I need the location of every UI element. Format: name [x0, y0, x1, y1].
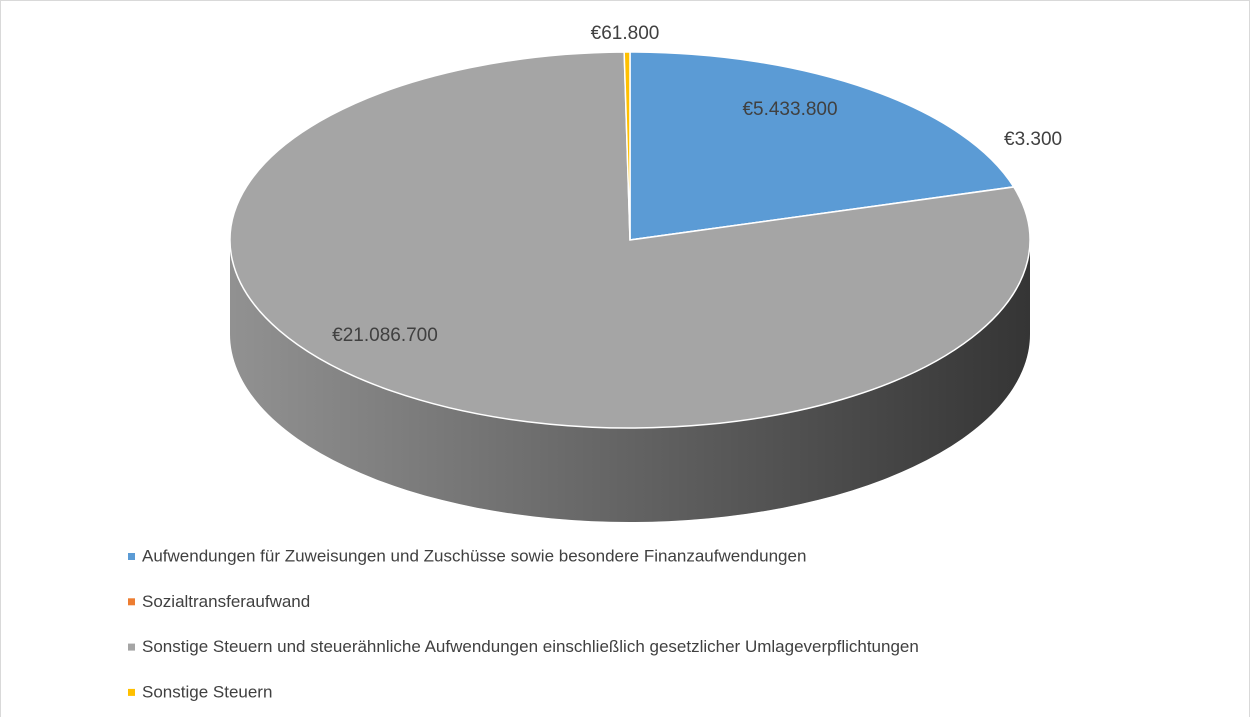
legend-label: Sonstige Steuern	[142, 682, 272, 701]
legend-swatch	[128, 553, 135, 560]
legend-label: Sozialtransferaufwand	[142, 592, 310, 611]
legend-swatch	[128, 598, 135, 606]
legend-label: Sonstige Steuern und steuerähnliche Aufw…	[142, 637, 919, 656]
data-label: €61.800	[591, 23, 660, 44]
data-label: €21.086.700	[332, 325, 438, 346]
slice	[629, 51, 1015, 241]
data-label: €5.433.800	[742, 99, 837, 120]
slice-side-shade	[230, 240, 1030, 522]
slice	[623, 51, 631, 241]
legend-label: Aufwendungen für Zuweisungen und Zuschüs…	[142, 546, 806, 565]
legend-swatch	[128, 688, 135, 696]
data-label: €3.300	[1004, 129, 1062, 150]
legend-swatch	[128, 643, 135, 651]
